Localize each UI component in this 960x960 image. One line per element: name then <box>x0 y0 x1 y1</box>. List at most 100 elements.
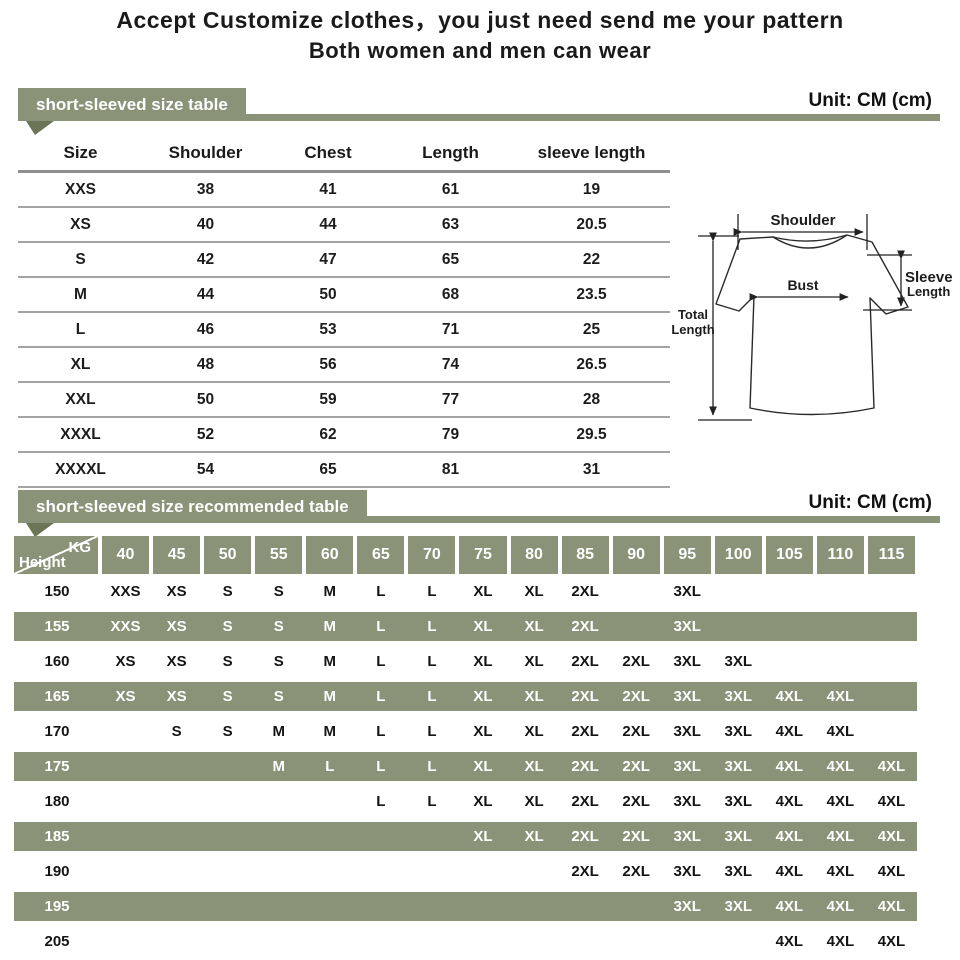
recommended-size-cell: 4XL <box>775 828 804 845</box>
recommended-size-cell: 4XL <box>775 758 804 775</box>
col-header-length: Length <box>388 136 513 173</box>
recommended-size-cell: L <box>376 793 386 810</box>
recommended-size-cell <box>355 927 406 956</box>
recommended-size-cell: 4XL <box>826 863 855 880</box>
recommended-size-cell <box>866 717 917 746</box>
recommended-size-cell: 2XL <box>622 653 650 670</box>
corner-label-height: Height <box>19 554 66 571</box>
recommended-size-cell: 4XL <box>826 758 855 775</box>
measurement-cell: 44 <box>143 277 268 313</box>
weight-header-label: 75 <box>459 536 507 574</box>
measurement-cell: 20.5 <box>513 207 670 243</box>
tab-pointer <box>26 523 54 537</box>
recommended-size-cell <box>662 927 713 956</box>
recommended-size-cell <box>304 822 355 851</box>
recommended-size-cell: XS <box>166 583 187 600</box>
weight-header-cell: 75 <box>457 536 508 574</box>
bust-label: Bust <box>787 277 818 293</box>
recommended-size-cell: 3XL <box>673 863 701 880</box>
recommended-size-cell: XL <box>473 793 493 810</box>
measurement-cell: 77 <box>388 382 513 418</box>
recommended-size-cell: XL <box>473 618 493 635</box>
recommended-size-cell <box>866 647 917 676</box>
recommended-size-cell: S <box>273 618 284 635</box>
corner-label-kg: KG <box>68 539 92 556</box>
size-name-cell: XXS <box>18 171 143 208</box>
page-title-line1: Accept Customize clothes，you just need s… <box>116 7 844 33</box>
recommended-size-cell: 4XL <box>877 898 906 915</box>
recommended-size-cell: M <box>323 618 337 635</box>
recommended-size-cell: 3XL <box>673 618 701 635</box>
size-table-row: M 44 50 68 23.5 <box>18 277 670 313</box>
measurement-cell: 28 <box>513 382 670 418</box>
recommended-size-cell: 3XL <box>724 653 753 670</box>
recommended-size-cell: 4XL <box>826 828 855 845</box>
col-header-shoulder: Shoulder <box>143 136 268 173</box>
page-title: Accept Customize clothes，you just need s… <box>0 4 960 66</box>
recommended-size-cell <box>509 892 560 921</box>
size-table-row: XXS 38 41 61 19 <box>18 171 670 208</box>
measurement-cell: 65 <box>268 452 388 488</box>
section-tab-size-table: short-sleeved size table <box>18 88 246 121</box>
recommended-size-cell: 4XL <box>877 793 906 810</box>
recommended-size-cell: 4XL <box>826 688 855 705</box>
measurement-cell: 68 <box>388 277 513 313</box>
recommended-size-cell: XS <box>115 688 136 705</box>
height-cell: 170 <box>44 723 70 740</box>
recommended-size-cell <box>151 787 202 816</box>
height-cell: 150 <box>44 583 70 600</box>
recommended-size-cell: 2XL <box>571 828 599 845</box>
recommended-size-cell: 4XL <box>877 863 906 880</box>
measurement-cell: 61 <box>388 171 513 208</box>
recommended-size-cell: M <box>323 653 337 670</box>
recommended-table-header-row: KG Height 40 45 50 55 60 65 70 75 80 85 90 95 100 105… <box>14 536 917 574</box>
height-cell: 205 <box>44 933 70 950</box>
recommended-size-cell: 4XL <box>877 828 906 845</box>
recommended-size-cell <box>202 787 253 816</box>
section-tab-label: short-sleeved size table <box>36 95 228 114</box>
recommended-size-cell: S <box>273 583 284 600</box>
measurement-cell: 63 <box>388 207 513 243</box>
recommended-table-row: 185 XL XL 2XL 2XL 3XL 3XL 4XL 4XL 4XL <box>14 819 917 854</box>
recommended-size-cell: M <box>323 688 337 705</box>
recommended-size-cell: L <box>376 758 386 775</box>
height-cell: 180 <box>44 793 70 810</box>
recommended-size-cell: XL <box>473 723 493 740</box>
recommended-size-cell <box>253 822 304 851</box>
size-table-row: XL 48 56 74 26.5 <box>18 347 670 383</box>
section-rule <box>18 516 940 523</box>
recommended-size-cell <box>151 857 202 886</box>
weight-header-label: 115 <box>867 536 915 574</box>
recommended-size-cell <box>764 647 815 676</box>
weight-header-cell: 110 <box>815 536 866 574</box>
recommended-size-cell: 4XL <box>775 688 804 705</box>
recommended-size-cell <box>866 577 917 606</box>
recommended-size-cell: S <box>273 653 284 670</box>
recommended-size-cell <box>457 927 508 956</box>
measurement-cell: 44 <box>268 207 388 243</box>
size-name-cell: XXXXL <box>18 452 143 488</box>
recommended-size-cell: 4XL <box>877 758 906 775</box>
recommended-size-cell: 4XL <box>826 723 855 740</box>
size-recommended-table: KG Height 40 45 50 55 60 65 70 75 80 85 90 95 100 105… <box>14 536 917 959</box>
recommended-size-cell <box>713 927 764 956</box>
col-header-sleeve-length: sleeve length <box>513 136 670 173</box>
measurement-cell: 29.5 <box>513 417 670 453</box>
recommended-size-cell: L <box>325 758 335 775</box>
recommended-size-cell <box>611 927 662 956</box>
recommended-size-cell <box>611 577 662 606</box>
measurement-cell: 19 <box>513 171 670 208</box>
recommended-size-cell <box>406 892 457 921</box>
recommended-size-cell <box>560 927 611 956</box>
weight-header-label: 90 <box>612 536 660 574</box>
recommended-size-cell <box>713 577 764 606</box>
tab-pointer <box>26 121 54 135</box>
shoulder-label: Shoulder <box>770 212 835 229</box>
measurement-cell: 50 <box>143 382 268 418</box>
recommended-size-cell <box>509 927 560 956</box>
weight-header-label: 45 <box>153 536 201 574</box>
weight-header-label: 60 <box>306 536 354 574</box>
recommended-size-cell: S <box>222 688 233 705</box>
sleeve-label-line1: Sleeve <box>905 269 953 286</box>
weight-header-label: 65 <box>357 536 405 574</box>
